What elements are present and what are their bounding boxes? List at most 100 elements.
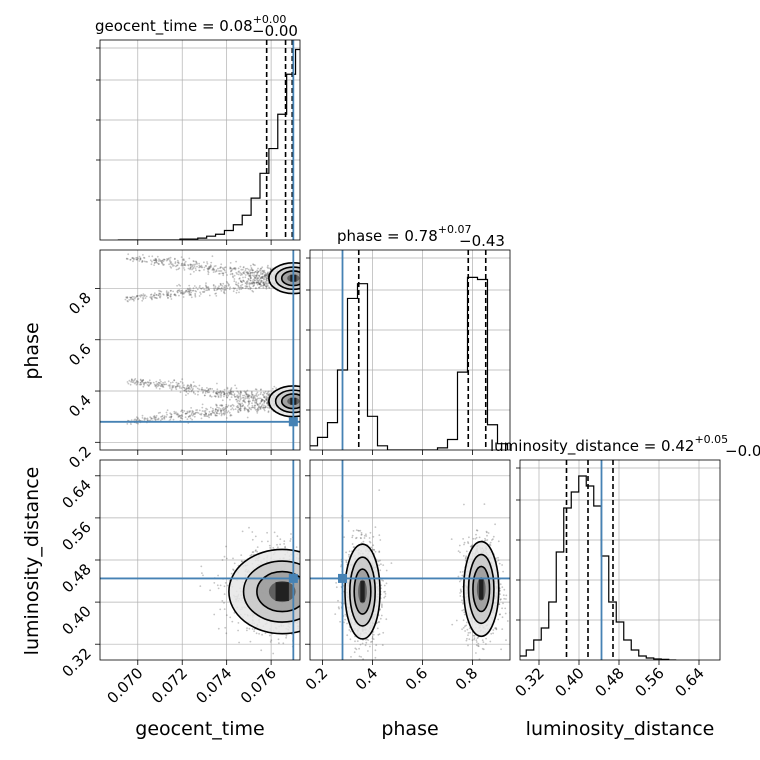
scatter-geocent-time-vs-phase-point bbox=[159, 385, 162, 388]
scatter-geocent-time-vs-phase-point bbox=[195, 290, 198, 293]
scatter-geocent-time-vs-luminosity-distance-point bbox=[217, 574, 220, 577]
scatter-geocent-time-vs-phase-point bbox=[212, 390, 215, 392]
scatter-geocent-time-vs-phase-point bbox=[157, 263, 160, 265]
scatter-geocent-time-vs-phase-point bbox=[199, 266, 202, 268]
scatter-geocent-time-vs-phase-point bbox=[258, 283, 261, 286]
scatter-geocent-time-vs-phase-point bbox=[262, 406, 265, 409]
scatter-geocent-time-vs-phase-point bbox=[148, 255, 151, 258]
scatter-geocent-time-vs-phase-point bbox=[260, 400, 263, 403]
scatter-geocent-time-vs-phase-point bbox=[183, 387, 186, 390]
scatter-geocent-time-vs-phase-point bbox=[132, 260, 134, 263]
scatter-geocent-time-vs-phase-point bbox=[258, 278, 261, 281]
scatter-geocent-time-vs-luminosity-distance-point bbox=[251, 538, 254, 541]
scatter-geocent-time-vs-phase-point bbox=[214, 395, 217, 398]
scatter-geocent-time-vs-phase-point bbox=[229, 393, 231, 395]
scatter-geocent-time-vs-phase-point bbox=[203, 288, 206, 291]
scatter-geocent-time-vs-phase-point bbox=[239, 271, 241, 274]
scatter-geocent-time-vs-phase-point bbox=[263, 409, 266, 412]
scatter-geocent-time-vs-phase-point bbox=[237, 402, 240, 405]
scatter-geocent-time-vs-phase-point bbox=[268, 392, 270, 395]
scatter-geocent-time-vs-phase-point bbox=[249, 274, 251, 277]
scatter-geocent-time-vs-phase-point bbox=[147, 385, 150, 387]
scatter-geocent-time-vs-phase-point bbox=[176, 284, 179, 287]
scatter-geocent-time-vs-phase-point bbox=[154, 297, 157, 299]
scatter-phase-vs-luminosity-distance-point bbox=[385, 569, 388, 572]
scatter-geocent-time-vs-phase-point bbox=[143, 384, 146, 386]
scatter-geocent-time-vs-phase-point bbox=[149, 296, 152, 298]
scatter-geocent-time-vs-phase-point bbox=[169, 387, 171, 389]
scatter-geocent-time-vs-phase-point bbox=[137, 257, 140, 260]
scatter-geocent-time-vs-phase-point bbox=[206, 267, 209, 270]
scatter-geocent-time-vs-phase-point bbox=[167, 297, 169, 299]
scatter-geocent-time-vs-phase-point bbox=[239, 404, 242, 407]
scatter-geocent-time-vs-phase-point bbox=[198, 262, 201, 265]
scatter-geocent-time-vs-phase-point bbox=[173, 264, 175, 267]
scatter-geocent-time-vs-phase-point bbox=[255, 275, 258, 277]
scatter-geocent-time-vs-phase-point bbox=[205, 412, 207, 415]
scatter-geocent-time-vs-phase-point bbox=[265, 277, 268, 279]
scatter-geocent-time-vs-phase-point bbox=[260, 273, 262, 276]
scatter-geocent-time-vs-phase-point bbox=[239, 409, 242, 412]
scatter-geocent-time-vs-phase-point bbox=[143, 417, 146, 420]
scatter-geocent-time-vs-phase-point bbox=[155, 386, 158, 389]
scatter-geocent-time-vs-phase-point bbox=[158, 387, 161, 390]
scatter-geocent-time-vs-luminosity-distance-point bbox=[285, 636, 287, 639]
scatter-geocent-time-vs-phase-point bbox=[145, 382, 148, 384]
scatter-geocent-time-vs-phase-point bbox=[155, 294, 158, 296]
scatter-geocent-time-vs-phase-point bbox=[169, 259, 171, 262]
scatter-geocent-time-vs-phase-point bbox=[268, 390, 270, 393]
scatter-geocent-time-vs-luminosity-distance-point bbox=[272, 652, 275, 655]
scatter-geocent-time-vs-phase-point bbox=[127, 300, 129, 303]
scatter-geocent-time-vs-phase-point bbox=[233, 280, 236, 283]
scatter-geocent-time-vs-phase-point bbox=[212, 269, 215, 271]
scatter-geocent-time-vs-phase-point bbox=[207, 268, 209, 270]
scatter-geocent-time-vs-phase-point bbox=[239, 391, 242, 394]
scatter-geocent-time-vs-phase-point bbox=[226, 396, 229, 399]
scatter-geocent-time-vs-phase-point bbox=[266, 402, 268, 405]
scatter-geocent-time-vs-phase-point bbox=[189, 264, 192, 267]
scatter-geocent-time-vs-phase-point bbox=[245, 393, 248, 396]
scatter-geocent-time-vs-phase-point bbox=[266, 277, 269, 280]
scatter-geocent-time-vs-phase-point bbox=[187, 290, 190, 293]
scatter-geocent-time-vs-phase-point bbox=[247, 272, 250, 274]
scatter-geocent-time-vs-phase-point bbox=[183, 263, 185, 266]
scatter-geocent-time-vs-phase-point bbox=[191, 264, 194, 267]
scatter-geocent-time-vs-phase-point bbox=[223, 408, 226, 411]
scatter-geocent-time-vs-phase-point bbox=[161, 259, 163, 262]
scatter-geocent-time-vs-phase-point bbox=[222, 412, 225, 415]
scatter-geocent-time-vs-phase-point bbox=[178, 289, 181, 291]
scatter-geocent-time-vs-phase-point bbox=[216, 393, 219, 396]
scatter-geocent-time-vs-luminosity-distance-point bbox=[307, 605, 309, 607]
scatter-geocent-time-vs-phase-point bbox=[209, 387, 212, 390]
scatter-geocent-time-vs-luminosity-distance-point bbox=[300, 580, 302, 582]
scatter-geocent-time-vs-phase-point bbox=[162, 386, 165, 388]
scatter-geocent-time-vs-phase-point bbox=[255, 399, 258, 402]
scatter-geocent-time-vs-phase-point bbox=[260, 405, 263, 408]
scatter-geocent-time-vs-phase-point bbox=[181, 289, 184, 292]
scatter-geocent-time-vs-luminosity-distance-point bbox=[304, 582, 306, 584]
scatter-geocent-time-vs-phase-point bbox=[261, 399, 264, 401]
scatter-geocent-time-vs-phase-point bbox=[234, 384, 237, 387]
scatter-geocent-time-vs-phase-point bbox=[223, 266, 226, 269]
scatter-geocent-time-vs-phase-point bbox=[142, 293, 145, 295]
scatter-geocent-time-vs-phase-point bbox=[254, 276, 256, 279]
scatter-geocent-time-vs-phase-point bbox=[137, 298, 139, 301]
scatter-geocent-time-vs-phase-point bbox=[215, 404, 218, 406]
scatter-geocent-time-vs-phase-point bbox=[181, 262, 184, 265]
scatter-geocent-time-vs-luminosity-distance-point bbox=[268, 544, 271, 547]
scatter-geocent-time-vs-phase-point bbox=[214, 414, 217, 416]
scatter-geocent-time-vs-phase-point bbox=[196, 263, 199, 265]
scatter-geocent-time-vs-phase-point bbox=[225, 409, 227, 412]
scatter-geocent-time-vs-phase-point bbox=[261, 266, 264, 269]
scatter-geocent-time-vs-phase-point bbox=[226, 386, 229, 389]
scatter-geocent-time-vs-phase-point bbox=[170, 416, 172, 419]
scatter-geocent-time-vs-luminosity-distance-xticklabel-1: 0.072 bbox=[148, 664, 191, 707]
scatter-geocent-time-vs-phase-point bbox=[192, 267, 194, 270]
scatter-geocent-time-vs-phase-point bbox=[255, 287, 257, 289]
scatter-geocent-time-vs-phase-point bbox=[154, 385, 157, 387]
scatter-geocent-time-vs-phase-point bbox=[252, 281, 255, 284]
scatter-geocent-time-vs-phase-point bbox=[239, 279, 242, 282]
scatter-geocent-time-vs-phase-point bbox=[138, 383, 141, 386]
scatter-geocent-time-vs-phase-point bbox=[226, 274, 229, 276]
scatter-geocent-time-vs-luminosity-distance-point bbox=[221, 600, 224, 602]
